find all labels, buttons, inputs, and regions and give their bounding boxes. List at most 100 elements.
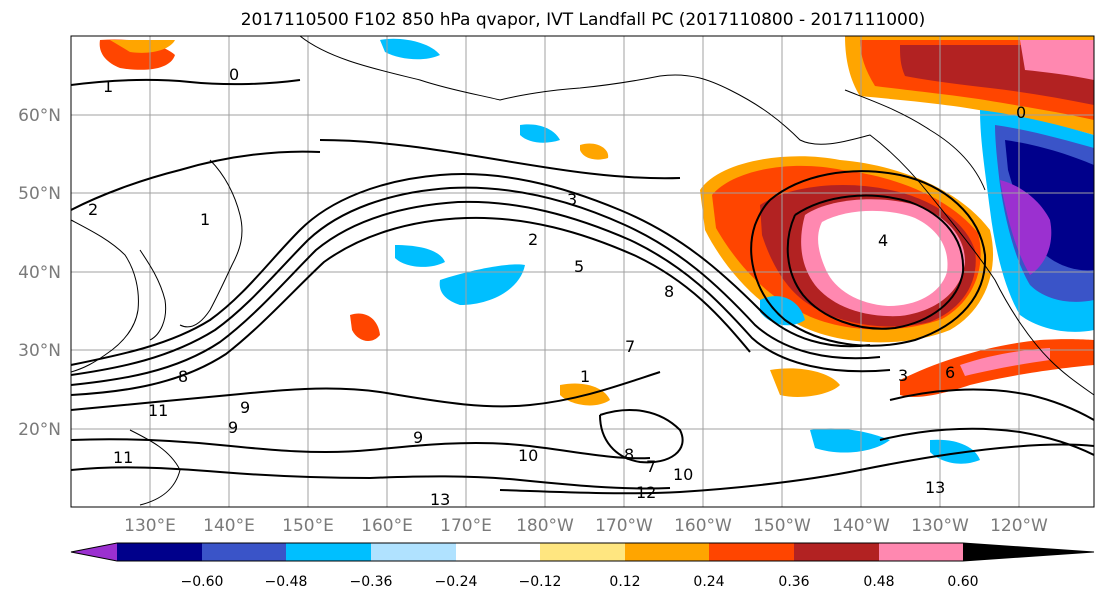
- contour-label: 1: [103, 77, 113, 96]
- lon-label: 120°W: [990, 516, 1048, 536]
- lon-label: 170°E: [440, 516, 492, 536]
- contour-label: 9: [228, 418, 238, 437]
- contour-label: 2: [528, 230, 538, 249]
- contour-label: 1: [580, 367, 590, 386]
- moist-patch-1: [770, 368, 840, 397]
- shading-layer: [99, 36, 1094, 464]
- contour-label: 7: [625, 337, 635, 356]
- lon-label: 170°W: [595, 516, 653, 536]
- contour-low-inner: [786, 194, 965, 330]
- lat-label: 30°N: [18, 341, 61, 361]
- longitude-labels: 130°E 140°E 150°E 160°E 170°E 180°W 170°…: [124, 516, 1048, 536]
- lon-label: 140°W: [832, 516, 890, 536]
- contour-label: 6: [945, 363, 955, 382]
- moist-patch-4: [580, 143, 609, 160]
- colorbar-extend-max: [963, 543, 1094, 561]
- contour-label: 1: [200, 210, 210, 229]
- contour-label: 7: [646, 457, 656, 476]
- contour-label: 10: [673, 465, 693, 484]
- colorbar-swatch: [540, 543, 625, 561]
- contour-label: 8: [178, 367, 188, 386]
- lat-label: 50°N: [18, 184, 61, 204]
- colorbar-swatch: [709, 543, 794, 561]
- lon-label: 140°E: [203, 516, 255, 536]
- contour-8: [71, 371, 661, 411]
- contour-label: 4: [878, 231, 888, 250]
- subtrop-moist-core: [960, 348, 1050, 376]
- coastline-japan: [179, 159, 243, 328]
- colorbar-tick: −0.48: [265, 574, 308, 590]
- contour-label: 3: [567, 190, 577, 209]
- contour-labels: 1 0 2 3 2 5 8 7 1 8 9 11 11 9 9 10 8 7 1…: [88, 65, 1026, 509]
- contour-jet-2: [71, 186, 881, 376]
- colorbar-tick: 0.48: [863, 574, 894, 590]
- colorbar-swatch: [456, 543, 540, 561]
- ring-center-clear: [818, 210, 948, 306]
- lon-label: 180°W: [516, 516, 574, 536]
- contour-jet-4: [71, 216, 751, 396]
- contour-jet-1: [71, 173, 871, 366]
- contour-label: 13: [430, 490, 450, 509]
- latitude-labels: 60°N 50°N 40°N 30°N 20°N: [18, 106, 61, 440]
- dry-patch-2: [439, 264, 525, 305]
- colorbar-swatch: [371, 543, 456, 561]
- colorbar-tick: 0.36: [778, 574, 809, 590]
- colorbar-swatch: [117, 543, 202, 561]
- moist-patch-2: [350, 313, 380, 342]
- contour-2: [71, 150, 321, 211]
- colorbar-tick: 0.24: [693, 574, 724, 590]
- contour-label: 11: [148, 401, 168, 420]
- colorbar-tick: −0.60: [181, 574, 224, 590]
- lon-label: 150°W: [753, 516, 811, 536]
- contour-label: 13: [925, 478, 945, 497]
- dry-patch-5: [810, 428, 890, 453]
- colorbar-tick: 0.60: [947, 574, 978, 590]
- colorbar-swatch: [286, 543, 371, 561]
- dry-patch-4: [520, 124, 560, 143]
- contour-label: 12: [636, 483, 656, 502]
- colorbar-swatch: [794, 543, 879, 561]
- colorbar-outline: [70, 542, 1095, 562]
- map-panel: 1 0 2 3 2 5 8 7 1 8 9 11 11 9 9 10 8 7 1…: [70, 35, 1095, 509]
- lon-label: 130°E: [124, 516, 176, 536]
- contour-label: 11: [113, 448, 133, 467]
- contour-1: [71, 78, 301, 86]
- map-frame: [70, 35, 1095, 508]
- contour-low-outer: [750, 170, 987, 347]
- contour-label: 2: [88, 200, 98, 219]
- lon-label: 150°E: [282, 516, 334, 536]
- coastline-korea: [139, 249, 167, 341]
- lat-label: 40°N: [18, 263, 61, 283]
- contour-10: [71, 438, 651, 460]
- colorbar-ticks: −0.60 −0.48 −0.36 −0.24 −0.12 0.12 0.24 …: [181, 574, 979, 590]
- dry-patch-6: [930, 439, 980, 464]
- colorbar: −0.60 −0.48 −0.36 −0.24 −0.12 0.12 0.24 …: [70, 542, 1095, 590]
- colorbar-swatch: [625, 543, 709, 561]
- contour-label: 0: [1016, 103, 1026, 122]
- contour-label: 9: [240, 398, 250, 417]
- graticule: [71, 36, 1094, 507]
- lat-label: 60°N: [18, 106, 61, 126]
- contour-label: 5: [574, 257, 584, 276]
- contour-lines: [71, 78, 1094, 495]
- dry-patch-3: [395, 245, 445, 267]
- lon-label: 130°W: [911, 516, 969, 536]
- colorbar-swatch: [202, 543, 286, 561]
- contour-label: 9: [413, 428, 423, 447]
- contour-closed-1: [599, 409, 684, 464]
- contour-12: [499, 443, 1094, 495]
- dry-band-inner: [1005, 140, 1094, 271]
- moist-patch-nw-outer: [110, 40, 175, 53]
- colorbar-extend-min: [71, 543, 117, 561]
- contour-east-1: [889, 388, 1094, 421]
- coastlines: [71, 36, 1094, 506]
- colorbar-tick: −0.12: [519, 574, 562, 590]
- lon-label: 160°E: [361, 516, 413, 536]
- colorbar-tick: 0.12: [609, 574, 640, 590]
- contour-label: 8: [664, 282, 674, 301]
- contour-label: 8: [624, 445, 634, 464]
- lon-label: 160°W: [674, 516, 732, 536]
- figure-title: 2017110500 F102 850 hPa qvapor, IVT Land…: [241, 10, 926, 30]
- dry-patch-1: [380, 38, 440, 60]
- contour-label: 3: [898, 366, 908, 385]
